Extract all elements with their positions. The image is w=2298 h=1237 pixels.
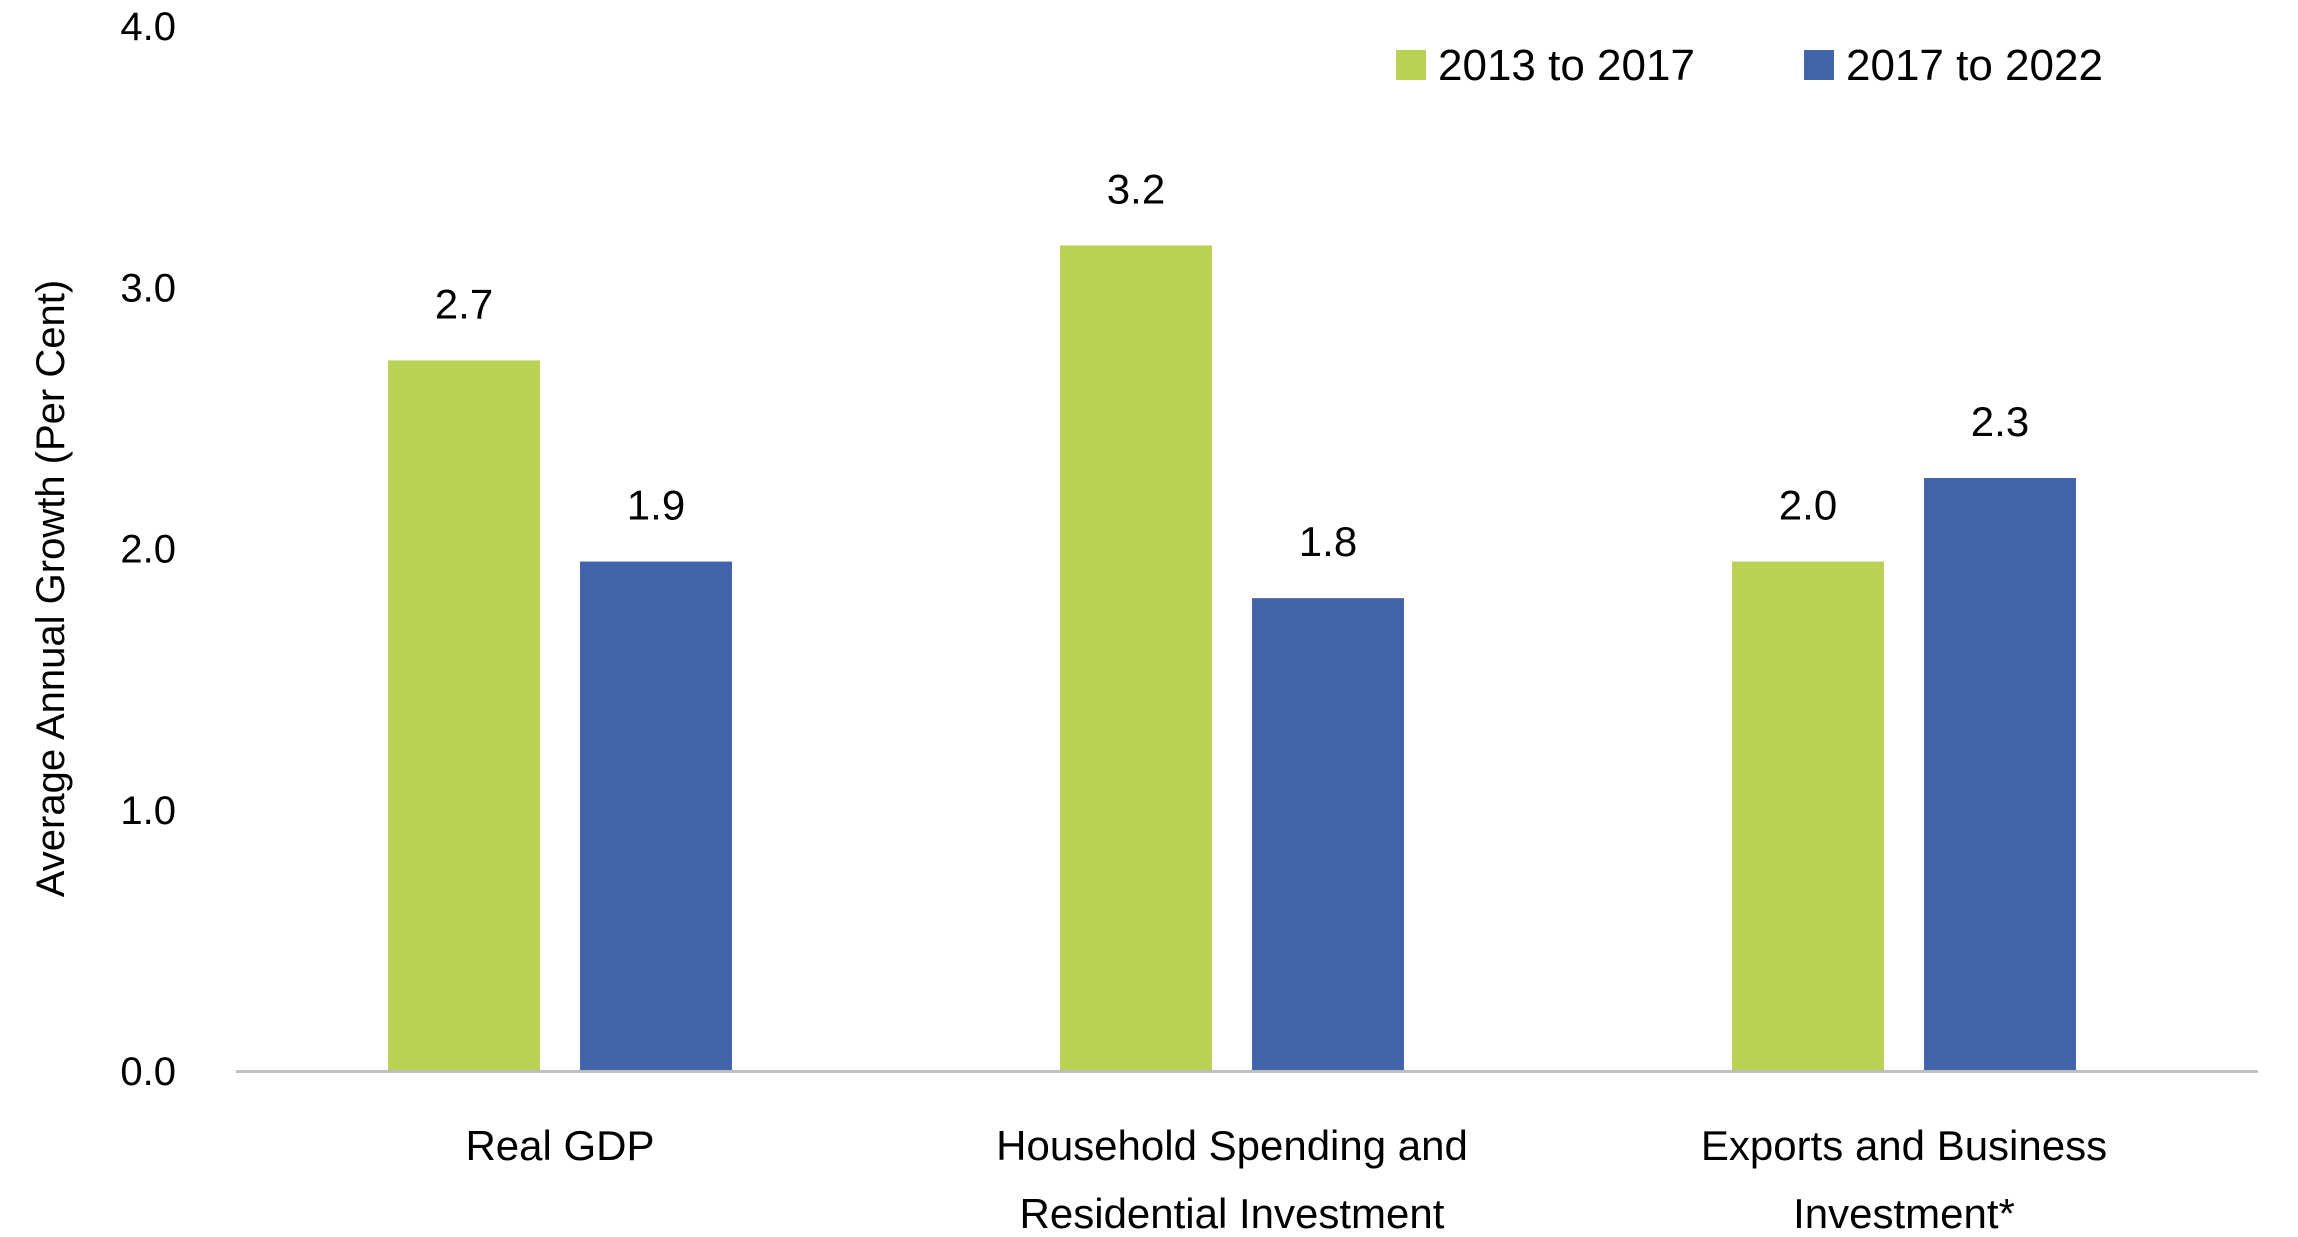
legend: 2013 to 2017 2017 to 2022 xyxy=(1396,41,2103,90)
bar xyxy=(1060,245,1212,1071)
bar xyxy=(1732,561,1884,1071)
data-labels: 2.7 3.2 2.0 1.9 1.8 2.3 xyxy=(435,165,2029,565)
y-tick-label: 4.0 xyxy=(120,5,176,49)
category-label: Household Spending and xyxy=(996,1122,1468,1169)
y-axis-ticks: 0.0 1.0 2.0 3.0 4.0 xyxy=(120,5,176,1094)
bar xyxy=(1252,598,1404,1071)
data-label: 2.3 xyxy=(1971,398,2029,445)
y-tick-label: 0.0 xyxy=(120,1050,176,1094)
y-tick-label: 1.0 xyxy=(120,789,176,833)
y-tick-label: 3.0 xyxy=(120,266,176,310)
category-label: Real GDP xyxy=(465,1122,654,1169)
data-label: 2.7 xyxy=(435,280,493,327)
legend-swatch xyxy=(1396,50,1426,80)
legend-label: 2017 to 2022 xyxy=(1846,41,2103,90)
data-label: 1.8 xyxy=(1299,518,1357,565)
data-label: 2.0 xyxy=(1779,482,1837,529)
y-tick-label: 2.0 xyxy=(120,528,176,572)
y-axis-title-group: Average Annual Growth (Per Cent) xyxy=(29,280,73,897)
category-labels: Real GDP Household Spending and Residentia… xyxy=(465,1122,2107,1237)
category-label: Exports and Business xyxy=(1701,1122,2107,1169)
data-label: 3.2 xyxy=(1107,165,1165,212)
bar xyxy=(580,561,732,1071)
bar xyxy=(388,360,540,1071)
y-axis-title: Average Annual Growth (Per Cent) xyxy=(29,280,73,897)
bar xyxy=(1924,477,2076,1071)
category-label: Investment* xyxy=(1793,1190,2015,1232)
data-label: 1.9 xyxy=(627,482,685,529)
bars xyxy=(388,245,2076,1071)
legend-swatch xyxy=(1804,50,1834,80)
legend-label: 2013 to 2017 xyxy=(1438,41,1695,90)
category-label: Residential Investment xyxy=(1020,1190,1445,1232)
